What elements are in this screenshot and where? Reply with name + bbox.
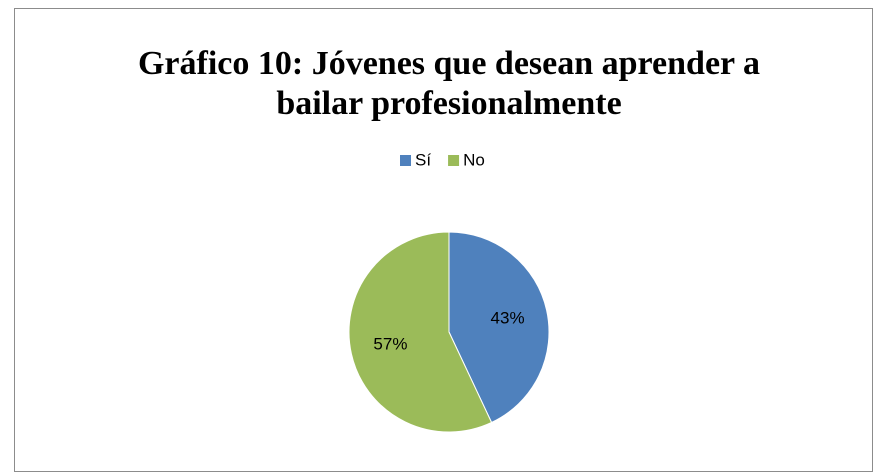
legend-label: No	[463, 150, 485, 169]
legend-swatch	[400, 155, 411, 166]
chart-title: Gráfico 10: Jóvenes que desean aprender …	[137, 45, 761, 122]
data-label: 57%	[373, 335, 407, 354]
legend-swatch	[448, 155, 460, 166]
legend-label: Sí	[415, 150, 431, 169]
pie-slice	[448, 231, 550, 424]
chart-frame	[14, 8, 873, 472]
pie-slice	[348, 231, 493, 433]
data-label: 43%	[491, 308, 525, 327]
